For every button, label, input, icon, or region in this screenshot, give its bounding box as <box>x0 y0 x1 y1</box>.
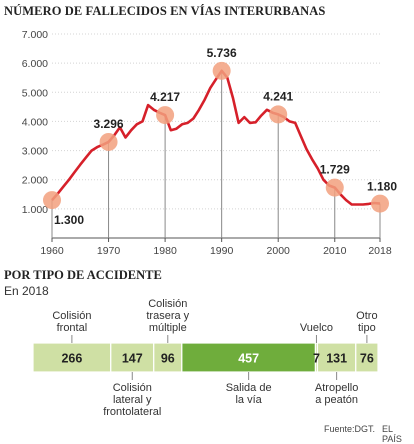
y-tick-label: 4.000 <box>22 116 48 128</box>
data-label: 1.300 <box>54 213 84 227</box>
x-tick-label: 2000 <box>267 245 291 257</box>
source-note: Fuente:DGT. <box>324 424 376 434</box>
data-label: 4.217 <box>150 90 180 104</box>
x-tick-label: 1980 <box>153 245 177 257</box>
bar-segment <box>355 342 379 373</box>
highlight-marker <box>371 194 389 213</box>
x-tick-label: 1960 <box>40 245 64 257</box>
bar-segment <box>316 342 357 373</box>
segment-value: 96 <box>161 352 175 366</box>
segment-label: Otro <box>356 310 377 322</box>
highlight-marker <box>156 106 175 125</box>
highlight-marker <box>43 191 61 210</box>
highlight-marker <box>99 132 118 151</box>
data-label: 3.296 <box>94 117 124 131</box>
highlight-marker <box>325 178 344 197</box>
data-label: 4.241 <box>263 89 293 103</box>
segment-label: Atropello <box>315 382 358 394</box>
bar-segment <box>314 342 319 373</box>
segment-label: Colisión <box>52 310 91 322</box>
segment-label: frontolateral <box>103 406 161 418</box>
bar-segment <box>181 342 317 373</box>
bar-chart-segments <box>32 342 379 373</box>
line-chart-drop-lines <box>51 70 381 238</box>
segment-value: 457 <box>238 352 259 366</box>
segment-label: la vía <box>235 394 262 406</box>
data-label: 1.180 <box>367 180 397 194</box>
segment-label: Colisión <box>113 382 152 394</box>
segment-label: frontal <box>57 322 88 334</box>
x-tick-label: 1990 <box>210 245 234 257</box>
segment-label: Vuelco <box>300 322 333 334</box>
segment-label: lateral y <box>113 394 152 406</box>
y-tick-label: 6.000 <box>22 58 48 70</box>
segment-value: 76 <box>360 352 374 366</box>
line-chart-y-ticks: 1.000 2.000 3.000 4.000 5.000 6.000 7.000 <box>22 29 48 216</box>
bar-chart-values: 266 147 96 457 7 131 76 <box>61 352 373 366</box>
x-tick-label: 1970 <box>97 245 121 257</box>
segment-label: tipo <box>358 322 376 334</box>
bar-segment <box>153 342 183 373</box>
bar-chart-title: POR TIPO DE ACCIDENTE <box>4 268 162 282</box>
y-tick-label: 5.000 <box>22 87 48 99</box>
segment-label: trasera y <box>146 310 189 322</box>
segment-label: a peatón <box>315 394 358 406</box>
data-label: 1.729 <box>320 163 350 177</box>
publisher-credit: EL PAÍS <box>382 424 402 444</box>
line-chart-data-labels: 1.300 3.296 4.217 5.736 4.241 1.729 1.180 <box>54 46 397 227</box>
bar-segment <box>32 342 112 373</box>
data-label: 5.736 <box>207 46 237 60</box>
bar-chart-subtitle: En 2018 <box>4 284 49 298</box>
segment-value: 147 <box>122 352 143 366</box>
segment-label: Salida de <box>226 382 272 394</box>
segment-value: 266 <box>61 352 82 366</box>
line-chart-title: NÚMERO DE FALLECIDOS EN VÍAS INTERURBANA… <box>4 4 326 18</box>
line-chart: 1.000 2.000 3.000 4.000 5.000 6.000 7.000 1960… <box>22 29 398 257</box>
segment-value: 131 <box>326 352 347 366</box>
bar-segment <box>110 342 155 373</box>
x-tick-label: 2010 <box>323 245 347 257</box>
segment-value: 7 <box>313 352 320 366</box>
highlight-marker <box>269 105 288 124</box>
y-tick-label: 3.000 <box>22 146 48 158</box>
segment-label: Colisión <box>148 298 187 310</box>
line-chart-x-ticks: 1960 1970 1980 1990 2000 2010 2018 <box>40 238 392 257</box>
y-tick-label: 7.000 <box>22 29 48 41</box>
highlight-marker <box>212 61 231 80</box>
line-chart-markers <box>43 61 389 213</box>
y-tick-label: 1.000 <box>22 204 48 216</box>
segment-label: múltiple <box>149 322 187 334</box>
y-tick-label: 2.000 <box>22 175 48 187</box>
x-tick-label: 2018 <box>368 245 392 257</box>
